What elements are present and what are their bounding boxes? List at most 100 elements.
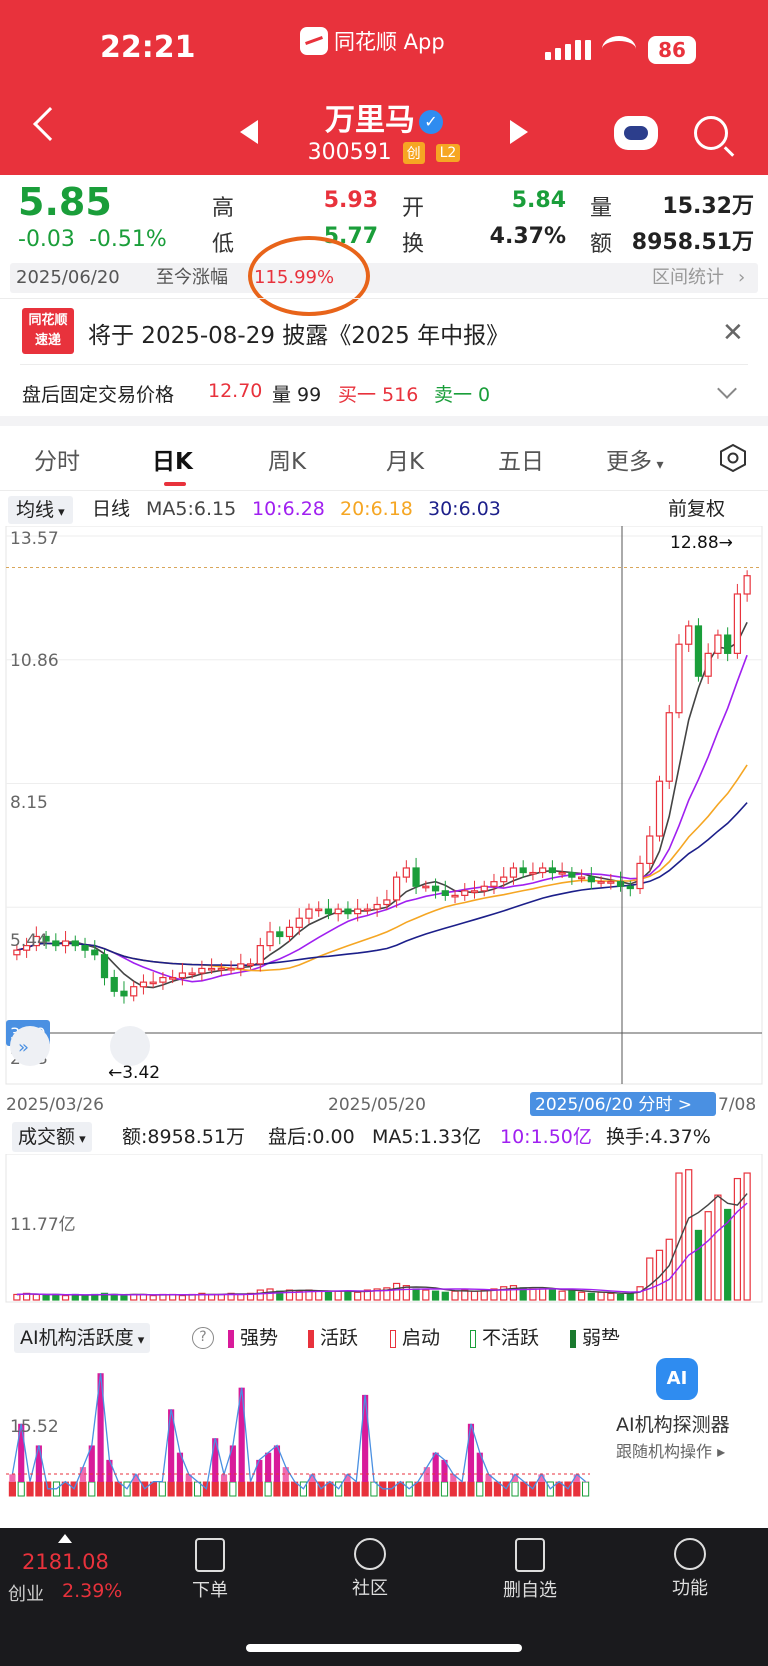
volume-value: 15.32万 <box>662 194 754 219</box>
candle <box>139 981 148 988</box>
tab-daily-k[interactable]: 日K <box>152 449 193 475</box>
candle <box>120 990 128 997</box>
tab-more-label: 更多 <box>606 449 652 475</box>
search-icon[interactable] <box>694 116 728 150</box>
volume-bar <box>315 1290 323 1301</box>
tab-more[interactable]: 更多 ▾ <box>606 442 663 476</box>
tab-five-day[interactable]: 五日 <box>498 449 544 475</box>
candle <box>61 940 70 947</box>
legend-starting-label: 启动 <box>402 1327 441 1349</box>
volume-ma5: MA5:1.33亿 <box>372 1126 482 1148</box>
interval-stats-link[interactable]: 区间统计 <box>652 267 724 288</box>
candle <box>276 931 284 938</box>
change-pct: -0.51% <box>88 227 167 252</box>
next-stock-icon[interactable] <box>510 120 528 144</box>
amount-label: 额 <box>590 232 613 257</box>
candle <box>227 967 235 971</box>
candle <box>334 908 342 915</box>
candle <box>256 945 264 965</box>
ai-strength-bar <box>220 1474 228 1482</box>
candle <box>285 926 294 938</box>
tab-weekly-k[interactable]: 周K <box>268 449 307 475</box>
ai-base-bar <box>246 1481 255 1497</box>
candle <box>373 903 381 910</box>
volume-bar <box>178 1294 187 1301</box>
candle <box>646 835 654 865</box>
candle <box>500 876 508 883</box>
ai-indicator-label: AI机构活跃度 <box>20 1327 134 1349</box>
ai-strength-bar <box>35 1445 42 1482</box>
ma10-line <box>16 654 748 983</box>
ai-activity-chart[interactable]: 15.52 <box>0 1356 768 1506</box>
logo-text-top: 同花顺 <box>28 313 68 328</box>
ai-strength-bar <box>467 1423 475 1482</box>
ai-strength-bar <box>176 1452 184 1482</box>
nav-functions[interactable]: 功能 <box>640 1532 740 1600</box>
ai-base-bar <box>458 1481 466 1497</box>
volume-bar <box>577 1291 586 1301</box>
ai-base-bar <box>308 1481 316 1497</box>
y-tick-label: 13.57 <box>10 529 59 549</box>
tab-monthly-k[interactable]: 月K <box>386 449 425 475</box>
volume-bar <box>539 1288 547 1301</box>
fixed-price-label: 盘后固定交易价格 <box>22 384 175 406</box>
nav-order[interactable]: 下单 <box>160 1532 260 1602</box>
ma-legend: 日线 MA5:6.15 10:6.28 20:6.18 30:6.03 前复权 <box>0 492 768 526</box>
help-icon[interactable]: ? <box>192 1327 214 1349</box>
crosshair-date-tag[interactable] <box>530 1092 716 1116</box>
candle <box>597 881 605 884</box>
indicator-dropdown[interactable]: 均线 ▾ <box>8 496 73 524</box>
ai-base-bar <box>582 1481 590 1497</box>
nav-remove-watchlist[interactable]: 删自选 <box>480 1532 580 1602</box>
robot-assistant-icon[interactable] <box>614 116 658 150</box>
candle <box>724 634 732 654</box>
candle <box>305 908 313 919</box>
nav-community[interactable]: 社区 <box>320 1532 420 1600</box>
x-tick-label: 2025/05/20 <box>328 1095 426 1115</box>
ai-detector-card[interactable]: AI AI机构探测器 跟随机构操作 ▸ <box>600 1340 768 1500</box>
adjust-mode[interactable]: 前复权 <box>668 498 726 520</box>
volume-bar <box>373 1288 381 1301</box>
index-value[interactable]: 2181.08 <box>22 1550 109 1574</box>
ai-strength-bar <box>106 1459 113 1482</box>
app-label: 同花顺 App <box>300 26 445 56</box>
caret-up-icon[interactable] <box>58 1534 72 1543</box>
ai-strength-bar <box>88 1445 95 1482</box>
tab-intraday[interactable]: 分时 <box>34 449 80 475</box>
amount-value: 8958.51万 <box>631 230 754 255</box>
notice-banner[interactable]: 同花顺 速递 将于 2025-08-29 披露《2025 年中报》 ✕ <box>0 298 768 364</box>
ai-strength-bar <box>362 1394 369 1482</box>
ai-base-bar <box>26 1481 34 1497</box>
expand-arrows-icon[interactable] <box>10 1026 50 1066</box>
volume-amount: 额:8958.51万 <box>122 1126 245 1148</box>
candle <box>577 876 586 880</box>
kline-chart[interactable]: 13.57 10.86 8.15 5.44 2.73 3.49 » 12.88→… <box>0 526 768 1116</box>
caret-down-icon: ▾ <box>133 1333 145 1348</box>
ma10-value: 10:6.28 <box>252 498 325 520</box>
home-indicator[interactable] <box>246 1644 522 1652</box>
volume-indicator-dropdown[interactable]: 成交额 ▾ <box>12 1122 92 1152</box>
hexagon-settings-icon[interactable] <box>718 443 748 473</box>
volume-bar <box>422 1289 430 1301</box>
candle <box>266 931 274 947</box>
volume-bar <box>32 1293 40 1301</box>
fullscreen-icon[interactable] <box>110 1026 150 1066</box>
ai-indicator-dropdown[interactable]: AI机构活跃度 ▾ <box>14 1323 151 1353</box>
volume-chart[interactable]: 11.77亿 <box>0 1154 768 1304</box>
ai-activity-legend: AI机构活跃度 ▾ ? 强势 活跃 启动 不活跃 弱势 <box>0 1320 768 1356</box>
nav-community-label: 社区 <box>352 1578 388 1599</box>
candle <box>237 963 245 970</box>
legend-inactive: 不活跃 <box>470 1320 539 1356</box>
ai-base-bar <box>264 1481 272 1497</box>
candle <box>246 963 255 966</box>
prev-stock-icon[interactable] <box>240 120 258 144</box>
volume-bar <box>13 1293 21 1301</box>
volume-bars <box>13 1169 751 1301</box>
volume-bar <box>714 1194 722 1301</box>
y-tick-label: 5.44 <box>10 931 48 951</box>
volume-ma-lines <box>16 1193 748 1296</box>
close-icon[interactable]: ✕ <box>722 318 744 348</box>
interval-strip[interactable]: 2025/06/20 至今涨幅 115.99% 区间统计 › <box>10 263 758 293</box>
after-hours-fixed-price-row[interactable]: 盘后固定交易价格 12.70 量 99 买一 516 卖一 0 <box>0 370 768 414</box>
chevron-right-icon: › <box>738 267 746 288</box>
